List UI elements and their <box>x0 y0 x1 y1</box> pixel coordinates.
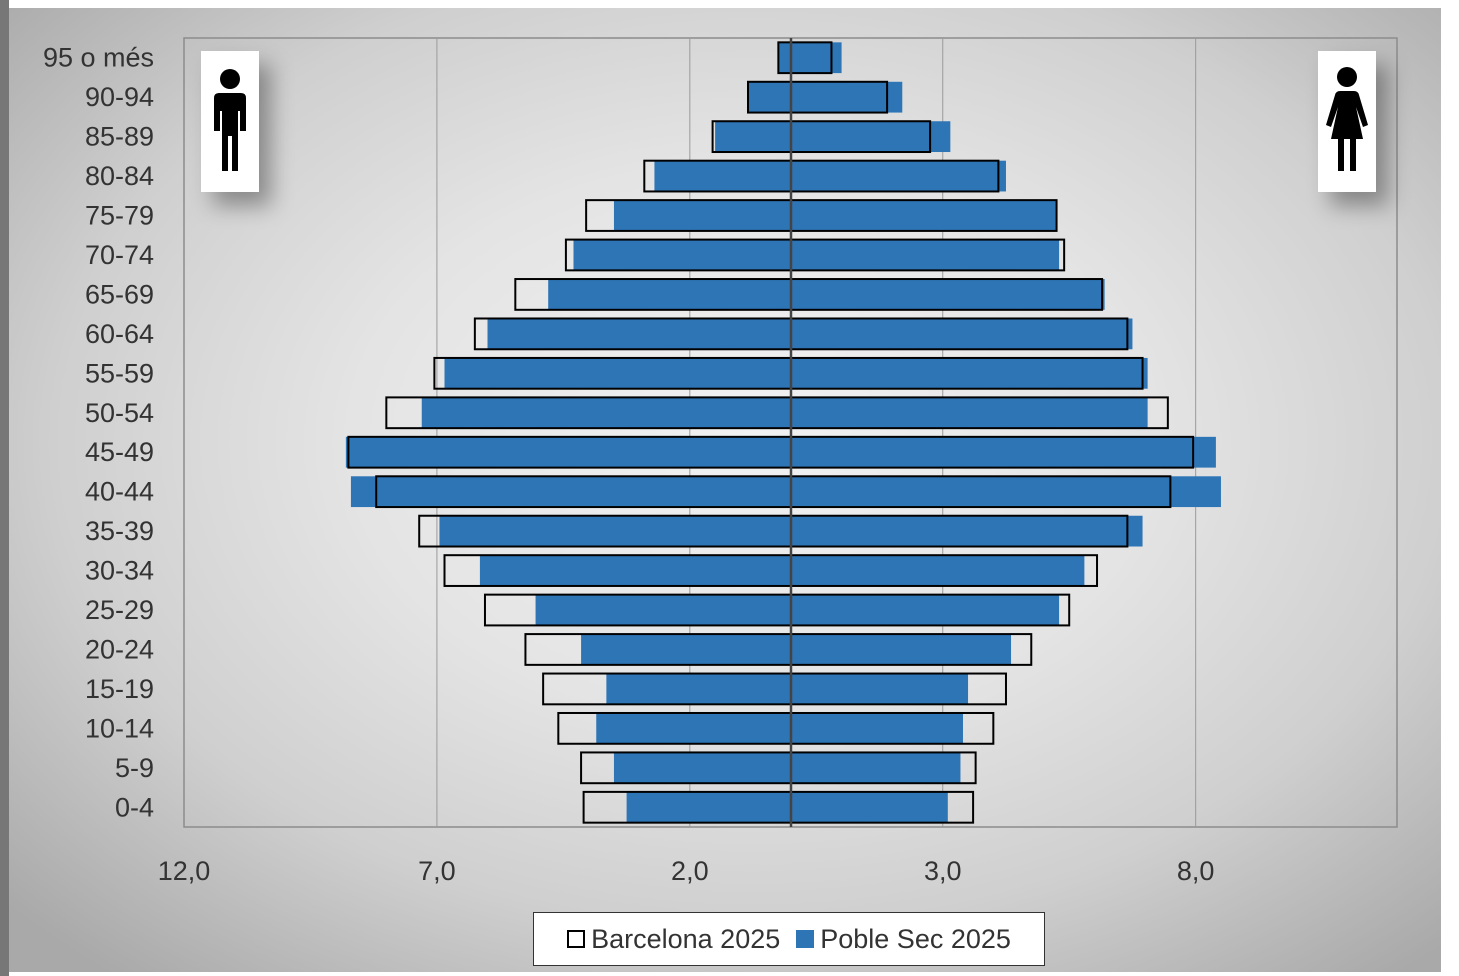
age-group-label: 65-69 <box>85 279 154 309</box>
bar-poble-sec-women <box>791 200 1057 231</box>
bar-poble-sec-men <box>613 200 791 231</box>
age-group-label: 50-54 <box>85 398 154 428</box>
bar-poble-sec-women <box>791 634 1012 665</box>
age-group-label: 70-74 <box>85 240 154 270</box>
age-group-label: 75-79 <box>85 201 154 231</box>
age-group-label: 90-94 <box>85 82 154 112</box>
bar-poble-sec-men <box>626 791 791 823</box>
female-icon-box <box>1318 51 1376 192</box>
bar-poble-sec-women <box>791 239 1060 271</box>
bar-poble-sec-men <box>596 712 791 744</box>
bar-poble-sec-men <box>715 121 791 153</box>
age-group-label: 20-24 <box>85 634 154 664</box>
bar-poble-sec-men <box>573 239 791 271</box>
bar-poble-sec-women <box>791 594 1060 626</box>
age-group-label: 45-49 <box>85 437 154 467</box>
bar-poble-sec-men <box>487 318 791 350</box>
age-group-label: 5-9 <box>115 753 154 783</box>
x-tick-label: 7,0 <box>418 856 456 886</box>
bar-poble-sec-women <box>791 673 969 705</box>
bar-poble-sec-men <box>350 476 791 508</box>
bar-poble-sec-women <box>791 476 1221 508</box>
bar-poble-sec-men <box>654 160 791 192</box>
bar-poble-sec-women <box>791 42 842 74</box>
bar-poble-sec-women <box>791 752 961 784</box>
age-group-label: 85-89 <box>85 122 154 152</box>
bar-poble-sec-men <box>548 279 791 310</box>
age-group-label: 0-4 <box>115 792 154 822</box>
bar-poble-sec-men <box>535 594 791 626</box>
age-group-label: 25-29 <box>85 595 154 625</box>
bar-poble-sec-men <box>778 42 791 74</box>
legend-swatch-barcelona <box>567 930 586 948</box>
legend-label-barcelona: Barcelona 2025 <box>591 923 781 954</box>
male-icon <box>214 69 246 171</box>
age-group-label: 55-59 <box>85 358 154 388</box>
bar-poble-sec-men <box>581 634 791 665</box>
x-tick-label: 12,0 <box>158 856 211 886</box>
bar-poble-sec-women <box>791 279 1105 310</box>
bar-poble-sec-women <box>791 397 1148 429</box>
age-group-label: 60-64 <box>85 319 154 349</box>
legend-swatch-poble-sec <box>796 930 815 948</box>
age-group-label: 30-34 <box>85 556 154 586</box>
bar-poble-sec-women <box>791 555 1085 586</box>
bar-poble-sec-men <box>345 436 791 468</box>
age-group-label: 15-19 <box>85 674 154 704</box>
bar-poble-sec-women <box>791 121 951 153</box>
left-edge-strip <box>0 0 9 976</box>
age-group-label: 80-84 <box>85 161 154 191</box>
x-tick-label: 3,0 <box>924 856 962 886</box>
bar-poble-sec-men <box>439 515 791 547</box>
bar-poble-sec-women <box>791 712 963 744</box>
bar-poble-sec-men <box>613 752 791 784</box>
bar-poble-sec-men <box>606 673 791 705</box>
x-tick-label: 8,0 <box>1177 856 1215 886</box>
bar-poble-sec-men <box>479 555 791 586</box>
age-group-label: 10-14 <box>85 713 154 743</box>
male-icon-box <box>201 51 259 192</box>
legend-item-barcelona: Barcelona 2025 <box>567 924 780 955</box>
bar-poble-sec-women <box>791 791 948 823</box>
x-tick-label: 2,0 <box>671 856 709 886</box>
legend-label-poble-sec: Poble Sec 2025 <box>820 923 1011 954</box>
bar-poble-sec-men <box>748 81 791 113</box>
bar-poble-sec-women <box>791 436 1216 468</box>
age-group-label: 40-44 <box>85 477 154 507</box>
bar-poble-sec-women <box>791 515 1143 547</box>
bar-poble-sec-women <box>791 160 1006 192</box>
female-icon <box>1326 67 1368 171</box>
age-group-label: 95 o més <box>43 43 154 73</box>
legend-item-poble-sec: Poble Sec 2025 <box>796 924 1011 955</box>
bar-poble-sec-men <box>444 357 791 389</box>
bar-poble-sec-women <box>791 318 1133 350</box>
bar-poble-sec-women <box>791 81 903 113</box>
bar-poble-sec-men <box>421 397 791 429</box>
bar-poble-sec-women <box>791 357 1148 389</box>
chart-legend: Barcelona 2025 Poble Sec 2025 <box>533 912 1045 966</box>
age-group-label: 35-39 <box>85 516 154 546</box>
